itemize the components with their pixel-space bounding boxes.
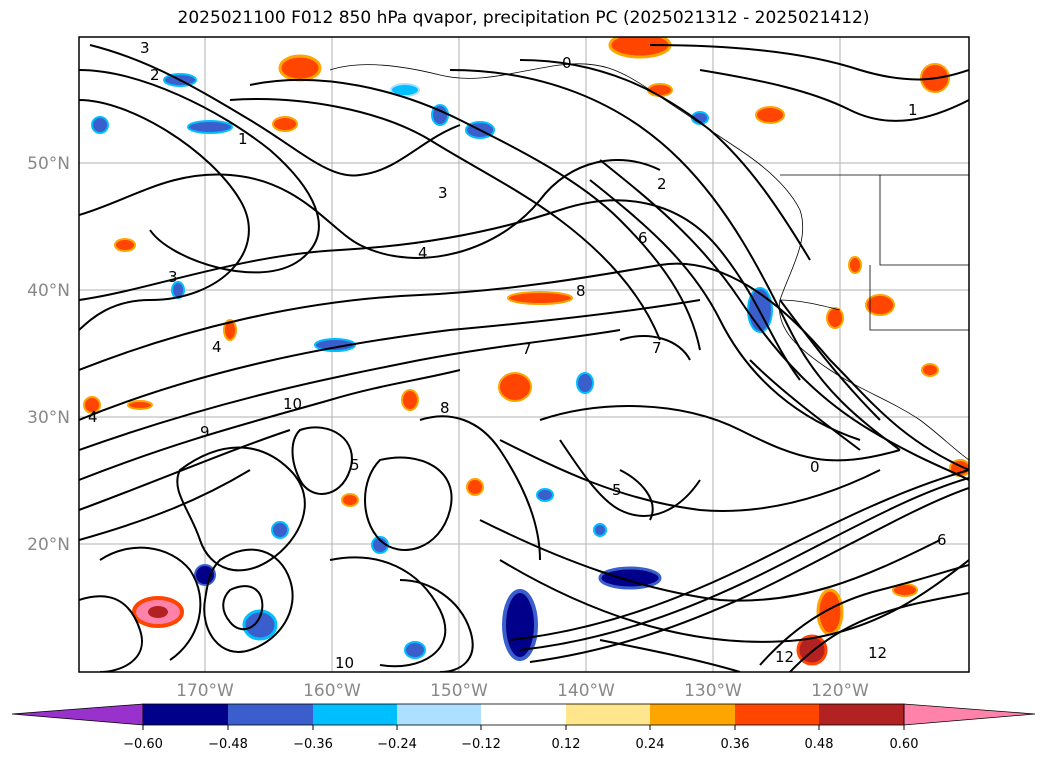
colorbar-tick-label: 0.48 [805,737,834,752]
lon-label-120w: 120°W [811,681,869,701]
contour-label: 8 [440,399,450,417]
lon-label-140w: 140°W [557,681,615,701]
lon-label-160w: 160°W [303,681,361,701]
lon-label-170w: 170°W [176,681,234,701]
contour-label: 12 [775,648,794,666]
map-title: 2025021100 F012 850 hPa qvapor, precipit… [177,8,870,28]
colorbar-segment [566,704,650,725]
colorbar-ticks [142,725,905,730]
contour-label: 9 [200,423,210,441]
colorbar-tick-label: 0.36 [721,737,750,752]
colorbar-tick-label: 0.60 [890,737,919,752]
contour-labels: 3 2 1 0 3 4 5 6 7 8 9 10 12 12 1 2 4 4 3… [88,39,947,672]
colorbar-segment [481,704,566,725]
contour-label: 6 [937,531,947,549]
contour-label: 7 [652,339,662,357]
contour-label: 3 [438,184,448,202]
colorbar-tick-label: −0.48 [208,737,248,752]
colorbar-extend-high [903,703,1036,726]
colorbar-extend-low [11,703,144,726]
colorbar-tick-label: −0.12 [461,737,501,752]
colorbar-tick-label: 0.12 [552,737,581,752]
map-frame [78,36,970,673]
precip-shading [83,37,969,666]
contour-label: 0 [562,54,572,72]
contour-label: 10 [335,654,354,672]
contour-label: 7 [522,340,532,358]
colorbar-tick-label: −0.24 [377,737,417,752]
colorbar: −0.60 −0.48 −0.36 −0.24 −0.12 0.12 0.24 … [11,703,1036,752]
lat-label-50n: 50°N [27,154,70,174]
colorbar-tick-label: −0.36 [293,737,333,752]
lon-labels: 170°W 160°W 150°W 140°W 130°W 120°W [176,681,869,701]
qvapor-contours [79,44,969,672]
lat-label-40n: 40°N [27,281,70,301]
colorbar-segment [650,704,735,725]
lon-label-150w: 150°W [430,681,488,701]
contour-label: 10 [283,395,302,413]
colorbar-segment [397,704,481,725]
colorbar-frame [142,703,905,726]
contour-label: 8 [576,282,586,300]
contour-label: 2 [150,66,160,84]
contour-label: 5 [612,481,622,499]
colorbar-segment [143,704,228,725]
contour-label: 4 [212,338,222,356]
colorbar-segment [313,704,397,725]
contour-label: 1 [908,101,918,119]
contour-label: 3 [140,39,150,57]
colorbar-tick-label: −0.60 [123,737,163,752]
colorbar-tick-label: 0.24 [636,737,665,752]
coastlines [329,63,969,461]
contour-label: 3 [168,268,178,286]
contour-label: 4 [418,244,428,262]
contour-label: 6 [638,229,648,247]
contour-label: 1 [238,130,248,148]
contour-label: 2 [657,175,667,193]
colorbar-segment [819,704,904,725]
lat-label-20n: 20°N [27,535,70,555]
contour-label: 4 [88,408,98,426]
contour-label: 12 [868,644,887,662]
lat-labels: 50°N 40°N 30°N 20°N [27,154,70,555]
colorbar-segment [735,704,819,725]
lat-label-30n: 30°N [27,408,70,428]
lon-label-130w: 130°W [684,681,742,701]
contour-label: 5 [350,456,360,474]
colorbar-segment [228,704,313,725]
contour-label: 0 [810,458,820,476]
